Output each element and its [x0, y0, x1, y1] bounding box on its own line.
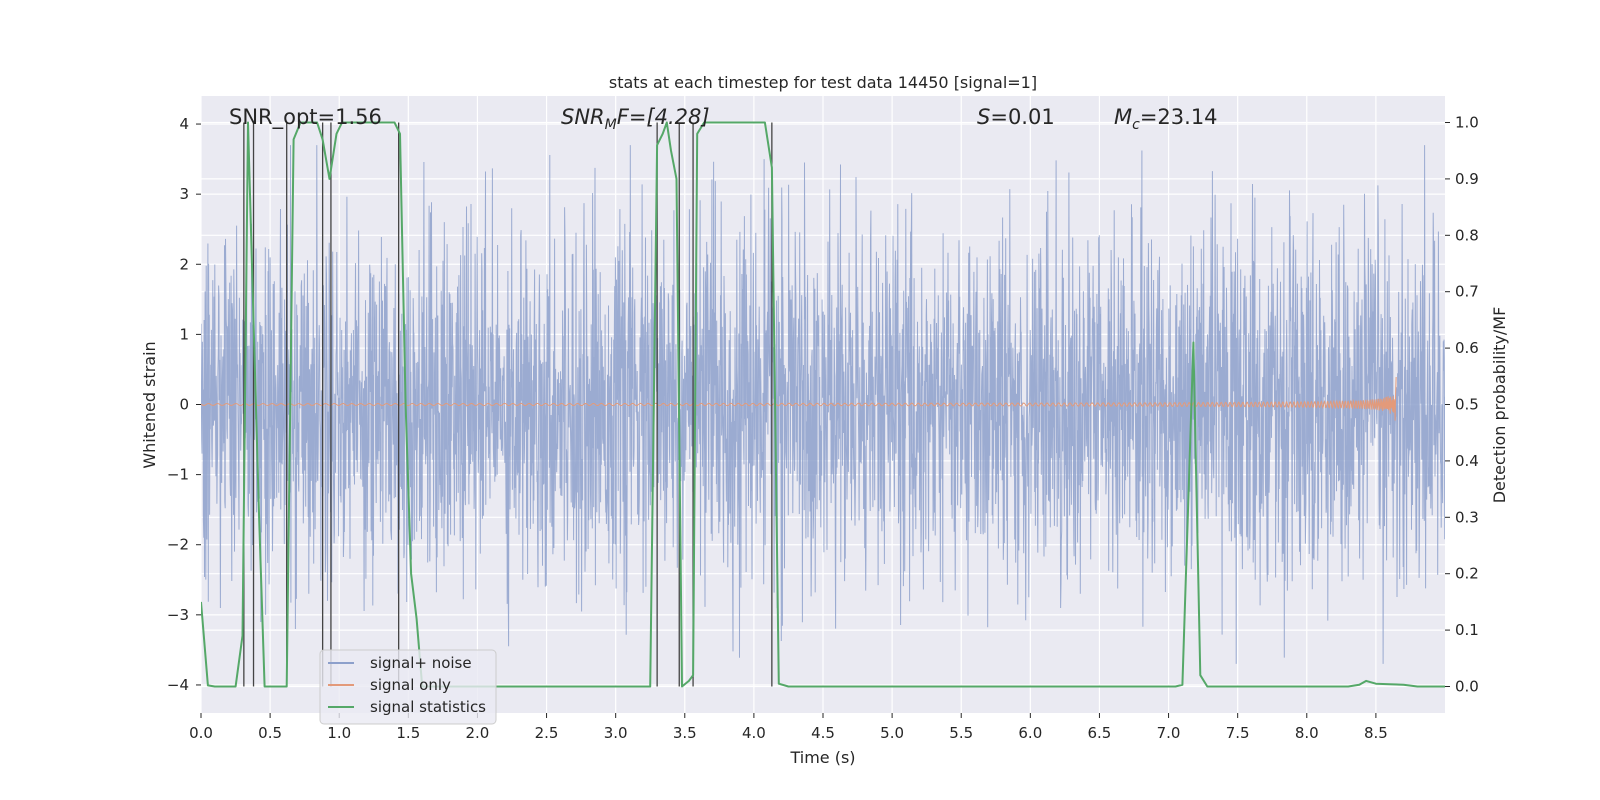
x-axis-ticks: 0.0 0.5 1.0 1.5 2.0 2.5 3.0 3.5 4.0 4.5 5.0 5.5 6.0 6…: [189, 713, 1388, 742]
x-tick-label: 1.5: [396, 724, 420, 742]
y-right-tick-label: 0.1: [1455, 621, 1479, 639]
series-line-signal-statistics: [201, 121, 1445, 688]
x-tick-label: 1.0: [327, 724, 351, 742]
y-left-tick-label: −3: [167, 606, 189, 624]
annotation-snr-opt: SNR_opt=1.56: [229, 105, 382, 130]
y-right-tick-label: 0.3: [1455, 508, 1479, 526]
x-tick-label: 2.5: [535, 724, 559, 742]
y-axis-right-ticks: 1.0 0.9 0.8 0.7 0.6 0.5 0.4 0.3 0.2 0.1 0.0: [1445, 114, 1479, 695]
signal-only-series: [201, 376, 1397, 421]
y-axis-left-label: Whitened strain: [140, 341, 159, 468]
y-left-tick-label: −1: [167, 466, 189, 484]
x-tick-label: 4.0: [742, 724, 766, 742]
x-tick-label: 4.5: [811, 724, 835, 742]
signal-statistics-series: [201, 121, 1445, 688]
legend: signal+ noise signal only signal statist…: [319, 649, 497, 725]
x-tick-label: 8.0: [1295, 724, 1319, 742]
chart-title: stats at each timestep for test data 144…: [609, 73, 1037, 92]
y-right-tick-label: 0.0: [1455, 677, 1479, 695]
annotation-s: S=0.01: [977, 105, 1055, 129]
y-left-tick-label: 1: [179, 325, 189, 343]
signal-plus-noise-series: [201, 145, 1445, 664]
annotation-mc: Mc=23.14: [1114, 105, 1218, 133]
y-right-tick-label: 0.7: [1455, 283, 1479, 301]
y-left-tick-label: 4: [179, 115, 189, 133]
legend-label-signal-noise: signal+ noise: [370, 654, 472, 672]
series-line-signal-noise: [201, 145, 1445, 664]
legend-label-signal-only: signal only: [370, 676, 451, 694]
legend-label-signal-statistics: signal statistics: [370, 698, 486, 716]
x-tick-label: 6.0: [1018, 724, 1042, 742]
y-right-tick-label: 0.4: [1455, 452, 1479, 470]
y-right-tick-label: 1.0: [1455, 114, 1479, 132]
y-right-tick-label: 0.8: [1455, 226, 1479, 244]
x-tick-label: 8.5: [1364, 724, 1388, 742]
y-right-tick-label: 0.5: [1455, 396, 1479, 414]
y-right-tick-label: 0.9: [1455, 170, 1479, 188]
x-tick-label: 6.5: [1088, 724, 1112, 742]
y-left-tick-label: 2: [179, 255, 189, 273]
x-tick-label: 3.0: [604, 724, 628, 742]
y-axis-right-label: Detection probability/MF: [1490, 307, 1509, 504]
x-tick-label: 5.5: [949, 724, 973, 742]
y-right-tick-label: 0.6: [1455, 339, 1479, 357]
x-tick-label: 5.0: [880, 724, 904, 742]
x-tick-label: 0.5: [258, 724, 282, 742]
annotation-snr-mf: SNRMF=[4.28]: [561, 105, 710, 133]
legend-box: [319, 649, 497, 725]
x-tick-label: 7.0: [1157, 724, 1181, 742]
x-tick-label: 3.5: [673, 724, 697, 742]
x-tick-label: 7.5: [1226, 724, 1250, 742]
y-right-tick-label: 0.2: [1455, 565, 1479, 583]
y-left-tick-label: 3: [179, 185, 189, 203]
x-axis-label: Time (s): [789, 748, 855, 767]
y-left-tick-label: −2: [167, 536, 189, 554]
y-left-tick-label: −4: [167, 676, 189, 694]
y-left-tick-label: 0: [179, 396, 189, 414]
series-line-signal-only: [201, 376, 1397, 421]
x-tick-label: 2.0: [466, 724, 490, 742]
y-axis-left-ticks: 4 3 2 1 0 −1 −2 −3 −4: [167, 115, 201, 694]
x-tick-label: 0.0: [189, 724, 213, 742]
